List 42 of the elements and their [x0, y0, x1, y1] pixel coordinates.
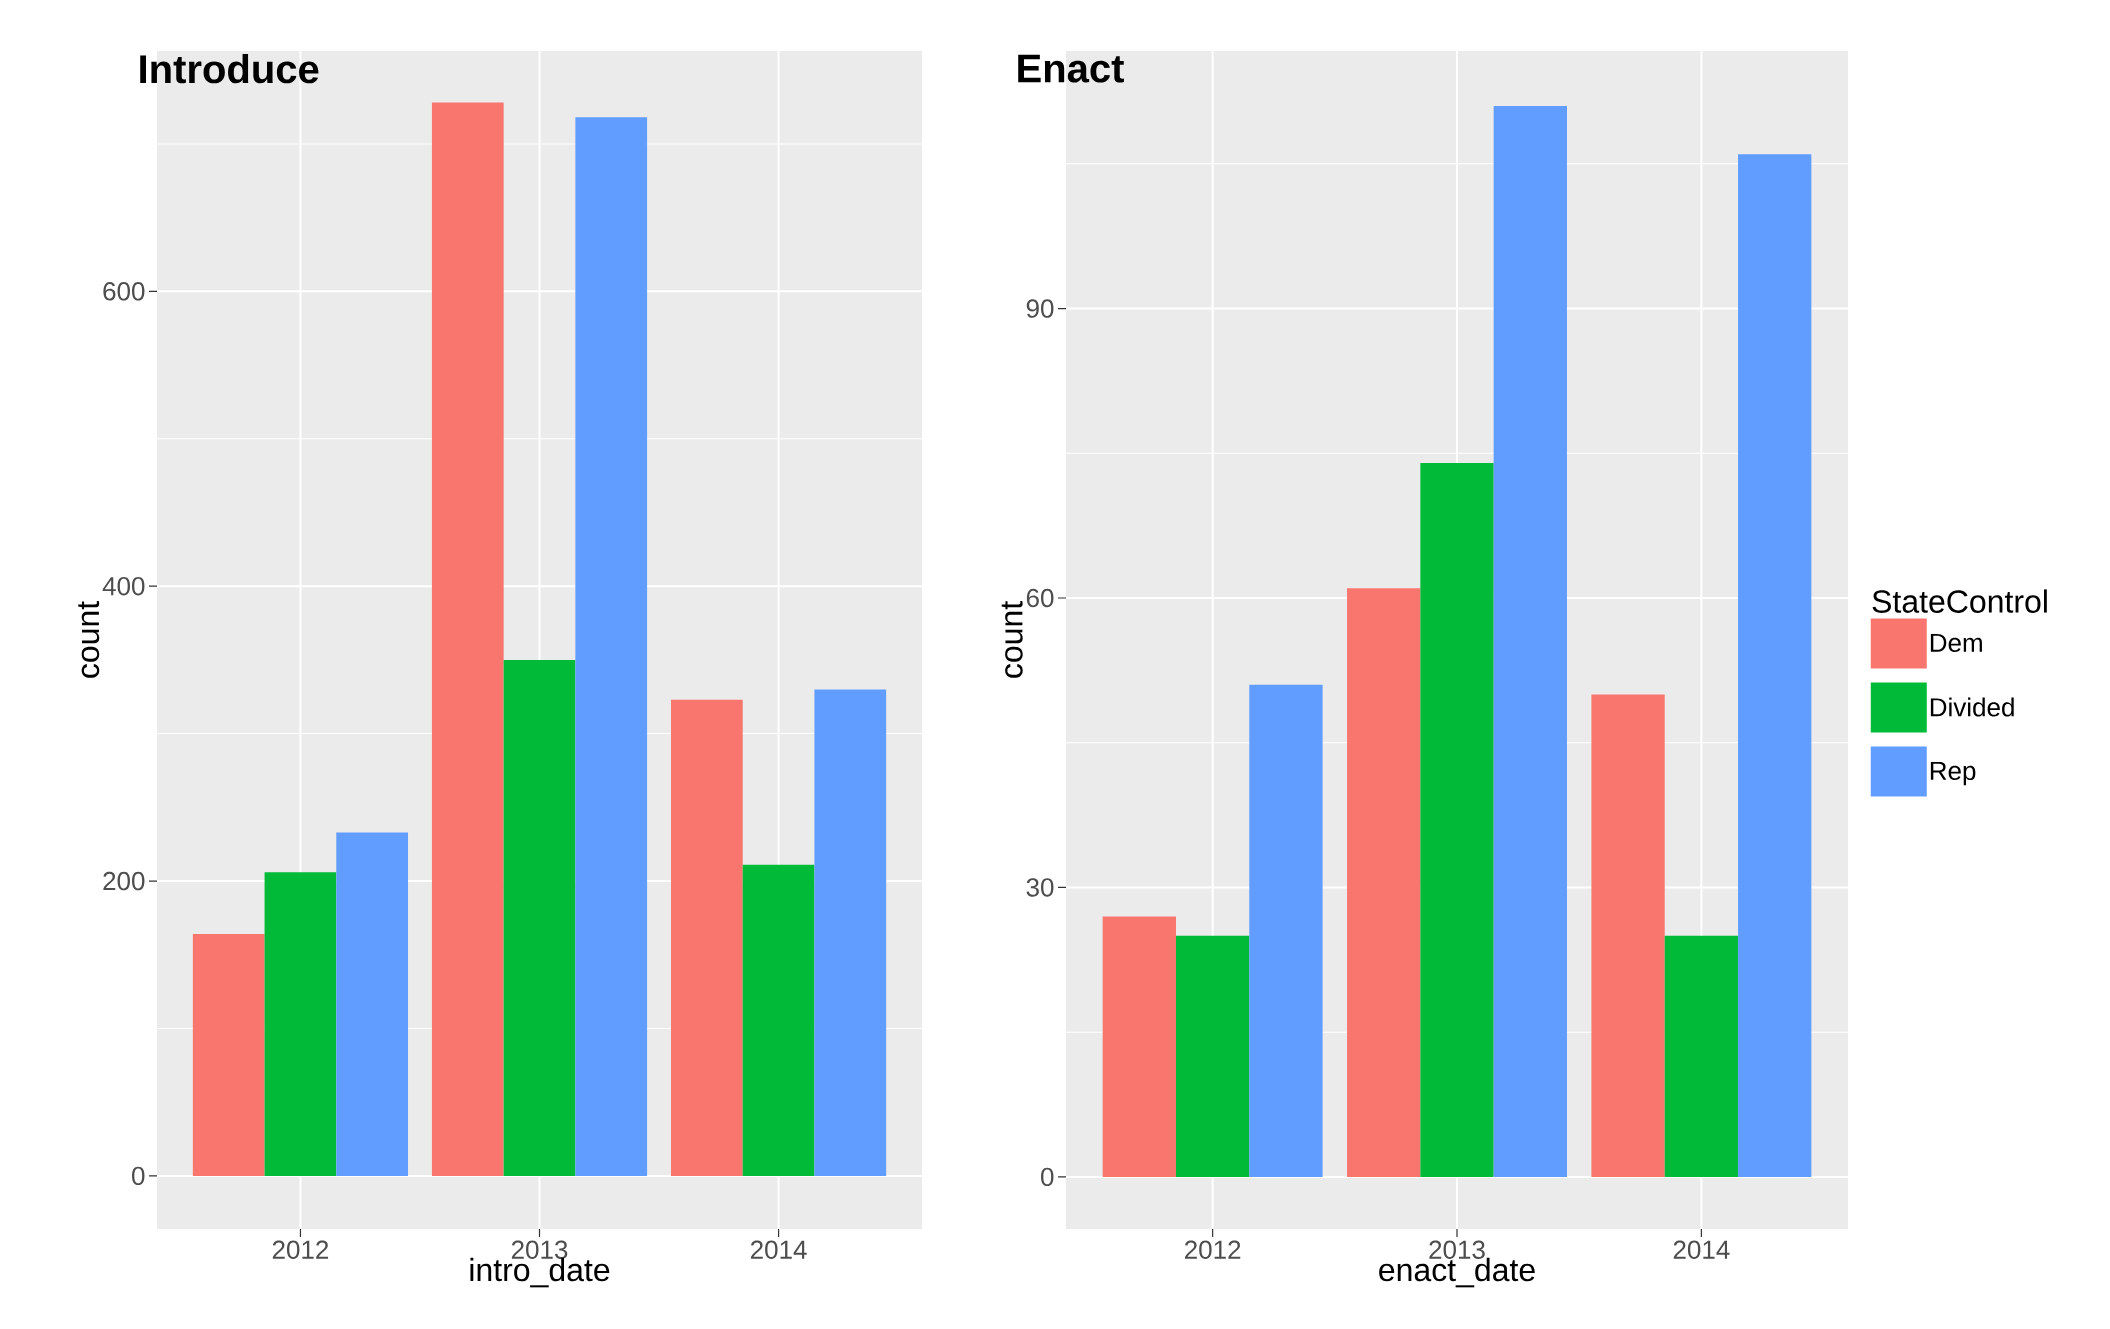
legend-label: Dem: [1930, 633, 1982, 653]
y-tick-label: 0: [132, 1166, 145, 1186]
bar: [192, 934, 265, 1176]
bar: [1591, 694, 1665, 1177]
y-tick-label: 60: [1026, 588, 1054, 608]
x-axis-title: enact_date: [1379, 1257, 1535, 1288]
bar: [1738, 154, 1812, 1177]
x-tick-label: 2014: [1673, 1240, 1730, 1259]
x-tick-label: 2013: [1429, 1240, 1485, 1259]
bar: [575, 117, 648, 1176]
bar: [1420, 462, 1494, 1177]
y-tick-label: 30: [1026, 878, 1054, 897]
bar: [814, 689, 887, 1176]
y-axis-title: count: [78, 601, 100, 678]
bar: [1347, 588, 1421, 1177]
bar: [742, 864, 815, 1176]
y-tick-label: 400: [102, 576, 145, 596]
chart-title: Introduce: [140, 53, 319, 84]
x-tick-label: 2012: [1185, 1240, 1241, 1259]
bar: [503, 659, 576, 1176]
legend-label: Rep: [1930, 761, 1976, 786]
bar: [1493, 105, 1567, 1177]
legend-label: Divided: [1930, 697, 2014, 717]
x-tick-label: 2014: [750, 1240, 807, 1259]
bar: [431, 102, 504, 1176]
y-tick-label: 600: [103, 282, 145, 301]
y-axis-title: count: [1001, 601, 1023, 678]
chart-title: Enact: [1018, 54, 1124, 83]
x-tick-label: 2012: [272, 1240, 329, 1259]
y-tick-label: 0: [1041, 1167, 1054, 1187]
y-tick-label: 200: [103, 871, 145, 891]
x-tick-label: 2013: [511, 1240, 568, 1259]
x-axis-title: intro_date: [470, 1257, 610, 1288]
bar: [1175, 935, 1250, 1177]
legend-title: StateControl: [1872, 589, 2047, 613]
bar: [336, 832, 409, 1176]
bar: [264, 872, 337, 1176]
bar: [670, 699, 743, 1176]
bar: [1102, 916, 1176, 1177]
bar: [1249, 684, 1323, 1177]
bar: [1664, 935, 1739, 1177]
y-tick-label: 90: [1026, 299, 1054, 318]
